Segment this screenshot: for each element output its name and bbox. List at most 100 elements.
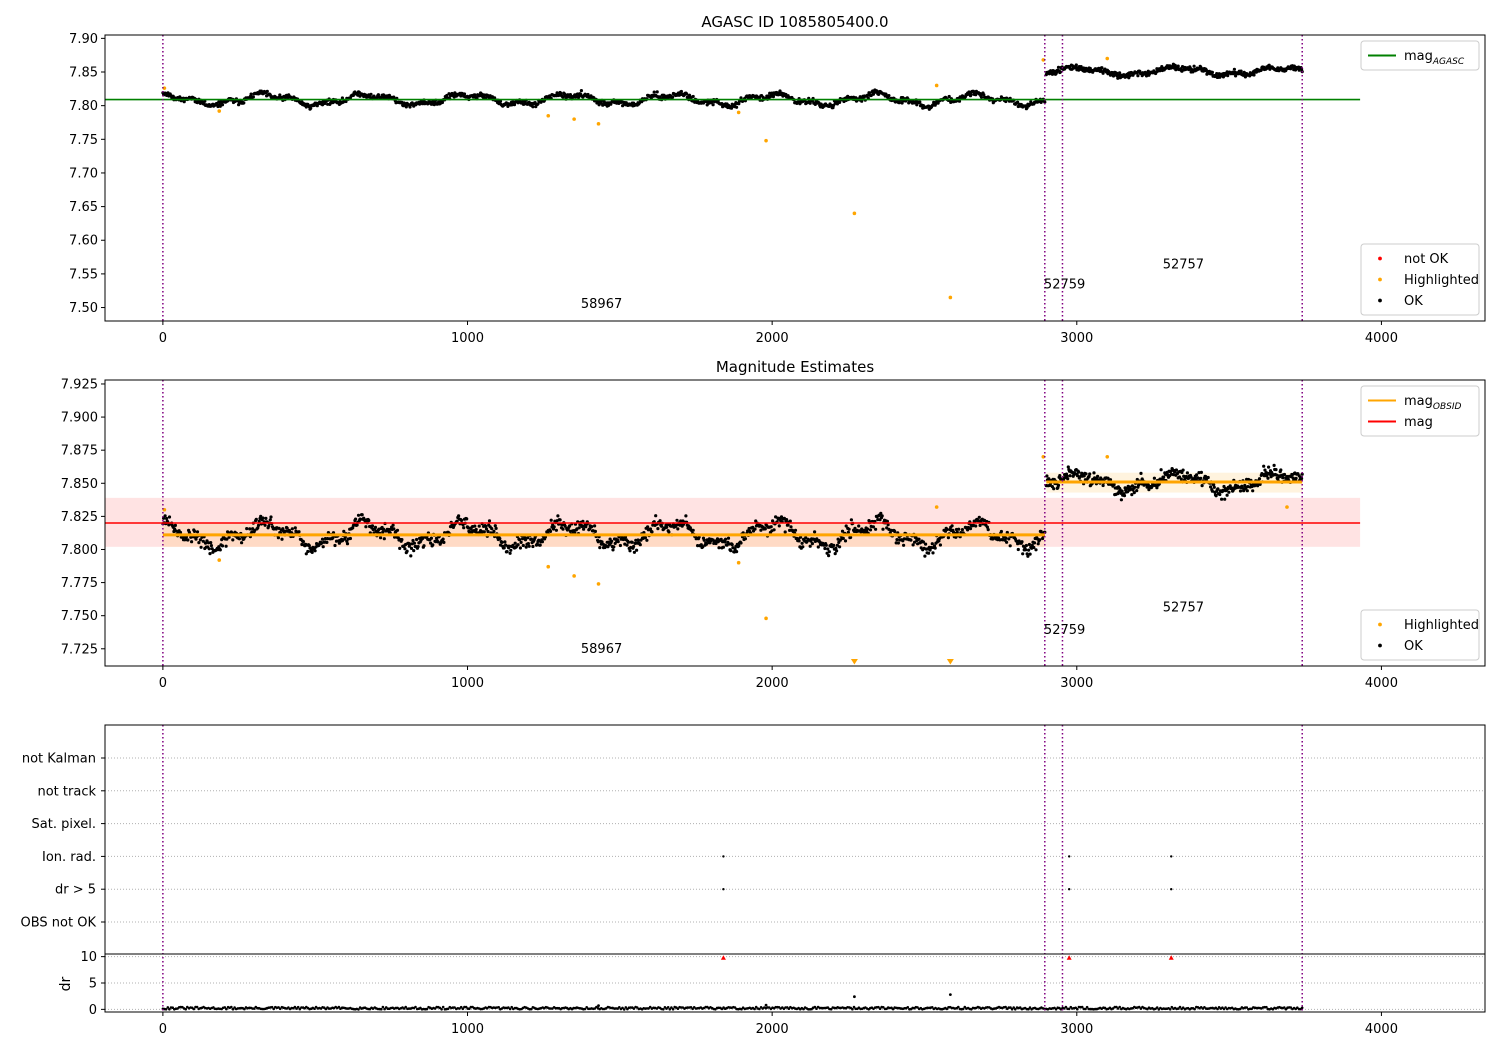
highlighted-point bbox=[736, 110, 741, 115]
ok-point bbox=[251, 95, 255, 99]
y-tick-label: 7.875 bbox=[61, 444, 98, 459]
ok-point bbox=[167, 515, 172, 519]
dr-point bbox=[225, 1007, 228, 1011]
ok-point bbox=[278, 93, 282, 97]
ok-point bbox=[1212, 483, 1216, 487]
ok-point bbox=[1092, 471, 1096, 475]
ok-point bbox=[552, 525, 556, 529]
ok-point bbox=[921, 540, 926, 544]
dr-point bbox=[508, 1007, 512, 1011]
flag-label: not track bbox=[37, 784, 96, 799]
ok-point bbox=[492, 529, 496, 533]
ok-point bbox=[1162, 475, 1166, 479]
ok-point bbox=[868, 528, 873, 532]
ok-point bbox=[646, 525, 650, 529]
ok-point bbox=[457, 514, 461, 518]
dr-point bbox=[414, 1005, 417, 1009]
ok-point bbox=[999, 529, 1004, 534]
ok-point bbox=[1300, 472, 1304, 476]
ok-point bbox=[195, 530, 200, 534]
legend-subscript: AGASC bbox=[1432, 57, 1465, 67]
ok-point bbox=[1225, 493, 1229, 497]
ok-point bbox=[459, 94, 463, 98]
ok-point bbox=[1214, 494, 1218, 498]
obsid-label: 52759 bbox=[1044, 623, 1085, 638]
dr-point bbox=[278, 1007, 282, 1011]
ok-point bbox=[652, 90, 656, 94]
legend-lower: not OK Highlighted OK bbox=[1360, 243, 1480, 316]
ok-point bbox=[178, 530, 183, 535]
ok-point bbox=[1032, 545, 1036, 550]
dr-point bbox=[296, 1005, 300, 1009]
ok-point bbox=[548, 529, 553, 534]
ok-point bbox=[509, 548, 513, 552]
ok-point bbox=[1285, 474, 1289, 479]
ok-point bbox=[524, 545, 528, 549]
ok-point bbox=[218, 548, 222, 552]
dr-tick-label: 5 bbox=[89, 977, 97, 992]
ok-point bbox=[918, 100, 922, 104]
ok-point bbox=[827, 554, 831, 558]
ok-point bbox=[974, 524, 978, 528]
ok-point bbox=[879, 511, 883, 515]
ok-point bbox=[1038, 538, 1042, 542]
flag-point bbox=[722, 855, 725, 858]
ok-point bbox=[1056, 483, 1061, 487]
ok-point bbox=[847, 527, 851, 531]
ok-point bbox=[563, 524, 567, 528]
ok-point bbox=[364, 525, 368, 529]
ok-point bbox=[518, 546, 523, 550]
ok-point bbox=[808, 544, 812, 548]
ok-point bbox=[968, 527, 973, 531]
ok-point bbox=[1139, 471, 1143, 475]
ok-point bbox=[849, 518, 854, 522]
ok-point bbox=[290, 527, 294, 531]
ok-point bbox=[558, 518, 562, 522]
ok-point bbox=[655, 90, 659, 94]
ok-point bbox=[379, 536, 383, 540]
dr-point bbox=[1137, 1005, 1141, 1009]
dr-point bbox=[1004, 1005, 1007, 1009]
dr-point bbox=[1118, 1005, 1121, 1009]
ok-point bbox=[704, 542, 709, 546]
legend-label: OK bbox=[1404, 294, 1423, 309]
ok-point bbox=[523, 538, 528, 542]
ok-point bbox=[1221, 489, 1225, 493]
ok-point bbox=[310, 550, 314, 555]
dr-point bbox=[1177, 1007, 1180, 1010]
ok-point bbox=[348, 536, 352, 541]
highlighted-point bbox=[546, 564, 551, 569]
ok-point bbox=[1267, 465, 1271, 469]
legend-dot-swatch bbox=[1378, 298, 1382, 303]
ok-point bbox=[924, 542, 928, 546]
highlighted-point bbox=[764, 138, 768, 143]
ok-point bbox=[513, 541, 517, 545]
legend-label: Highlighted bbox=[1404, 273, 1479, 288]
ok-point bbox=[834, 546, 838, 550]
ok-point bbox=[555, 91, 559, 95]
ok-point bbox=[333, 543, 337, 548]
ok-point bbox=[561, 527, 565, 531]
flag-point bbox=[1067, 855, 1071, 858]
dr-point bbox=[1076, 1007, 1079, 1011]
dr-point bbox=[383, 1007, 386, 1011]
ok-point bbox=[789, 525, 793, 529]
dr-point bbox=[815, 1007, 818, 1010]
ok-point bbox=[630, 540, 634, 544]
dr-point bbox=[1181, 1006, 1185, 1009]
ok-point bbox=[1036, 542, 1040, 546]
ok-point bbox=[982, 93, 986, 97]
dr-point bbox=[829, 1007, 833, 1011]
ok-point bbox=[280, 537, 284, 541]
ok-point bbox=[209, 541, 213, 545]
dr-point bbox=[313, 1007, 316, 1010]
ok-point bbox=[1005, 540, 1009, 544]
ok-point bbox=[498, 537, 502, 541]
ok-point bbox=[1130, 493, 1134, 497]
flags-panel: not Kalman not track Sat. pixel. Ion. rad. d… bbox=[21, 724, 1486, 1037]
ok-point bbox=[554, 528, 559, 532]
legend-dot-swatch bbox=[1378, 277, 1382, 282]
ok-point bbox=[1082, 474, 1086, 478]
dr-point bbox=[583, 1007, 587, 1011]
ok-point bbox=[1024, 543, 1028, 548]
